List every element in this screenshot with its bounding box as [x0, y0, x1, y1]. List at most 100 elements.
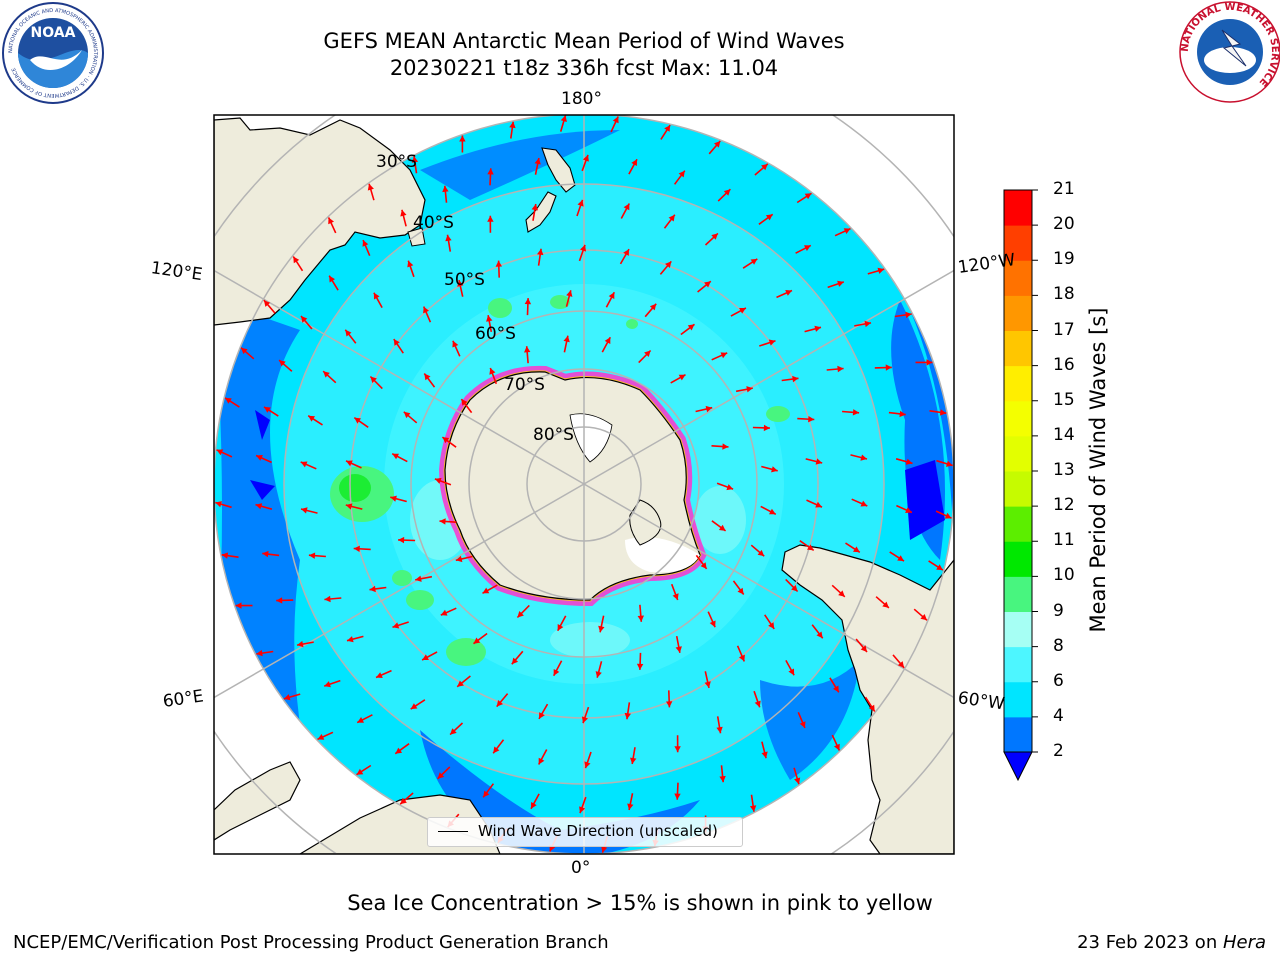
wind-arrow-head: [524, 298, 532, 305]
wind-arrow-head: [623, 249, 629, 256]
wind-arrow-head: [757, 549, 765, 557]
colorbar-tick-label: 19: [1053, 249, 1075, 270]
wind-arrow-head: [329, 275, 335, 283]
wind-arrow-head: [630, 757, 637, 764]
wind-arrow-head: [719, 775, 726, 783]
wind-arrow-head: [411, 156, 419, 163]
wind-arrow-head: [324, 681, 331, 688]
wind-arrow-head: [241, 347, 248, 354]
colorbar-segment: [1004, 681, 1032, 718]
wind-arrow-head: [216, 449, 224, 456]
wind-arrow-head: [860, 645, 867, 652]
wind-arrow-head: [215, 501, 222, 508]
colorbar-tick-label: 2: [1053, 741, 1064, 761]
wind-arrow-head: [511, 657, 519, 665]
lat-label-80s: 80°S: [533, 425, 574, 445]
wind-arrow-head: [537, 248, 544, 256]
wind-arrow-head: [885, 364, 892, 371]
wind-arrow-head: [553, 669, 560, 676]
wind-arrow-head: [398, 536, 405, 544]
map-area: [214, 115, 954, 854]
wind-arrow-head: [739, 654, 745, 662]
meridian-lines: [214, 115, 954, 854]
colorbar-segment: [1004, 400, 1032, 437]
wind-arrow-head: [407, 260, 414, 268]
colorbar-segment: [1004, 576, 1032, 612]
wind-arrow-head: [899, 410, 906, 418]
wind-arrow-head: [370, 376, 377, 383]
colorbar-segment: [1004, 541, 1032, 577]
wind-arrow-head: [843, 228, 851, 234]
wind-arrow-head: [483, 790, 490, 798]
colorbar-segment: [1004, 225, 1032, 261]
lat-label-40s: 40°S: [413, 213, 454, 233]
wind-arrow-head: [439, 518, 446, 525]
new-zealand-land: [541, 147, 576, 193]
wind-arrow-head: [221, 552, 229, 559]
wind-arrow-head: [675, 646, 682, 653]
colorbar-segment: [1004, 295, 1032, 331]
wind-arrow-head: [400, 209, 407, 217]
wind-arrow-head: [496, 700, 503, 707]
lat-label-60s: 60°S: [475, 324, 516, 344]
wind-arrow-head: [926, 359, 933, 366]
wind-arrow-head: [403, 411, 411, 419]
wind-arrow-head: [704, 281, 711, 288]
wind-arrow-head: [534, 158, 541, 165]
wind-arrow-head: [939, 409, 947, 416]
wind-arrow-head: [557, 624, 564, 631]
wind-arrow-head: [509, 121, 516, 129]
wind-arrow-head: [345, 329, 352, 337]
wind-arrow-head: [936, 564, 943, 571]
wind-arrow-head: [723, 189, 731, 196]
wind-arrow-head: [308, 552, 316, 559]
wind-arrow-head: [424, 373, 431, 381]
lat-label-30s: 30°S: [376, 152, 417, 172]
wind-arrow-head: [644, 350, 651, 357]
wind-arrow-head: [390, 495, 397, 502]
wind-arrow-head: [716, 726, 723, 734]
wind-arrow-head: [392, 453, 399, 460]
wind-arrow-head: [323, 371, 330, 378]
wind-arrow-head: [393, 339, 400, 346]
wind-arrow-head: [750, 258, 758, 265]
wind-arrow-head: [487, 168, 494, 175]
nws-logo: NATIONAL WEATHER SERVICE: [1179, 1, 1280, 103]
wind-arrow-head: [356, 768, 364, 775]
footer-date: 23 Feb 2023 on: [1077, 932, 1223, 953]
colorbar-segment: [1004, 330, 1032, 367]
wind-arrow-head: [362, 240, 369, 247]
colorbar-segment: [1004, 506, 1032, 542]
wind-arrow-head: [804, 245, 811, 251]
wind-arrow-head: [495, 260, 502, 267]
wind-arrow-head: [566, 290, 573, 297]
wind-arrow-head: [301, 507, 308, 514]
colorbar-segment: [1004, 435, 1032, 472]
colorbar-tick-label: 11: [1053, 530, 1075, 551]
wind-arrow-head: [489, 368, 496, 375]
wind-arrow-head: [834, 743, 840, 751]
wind-arrow-head: [300, 461, 308, 468]
colorbar-segment: [1004, 190, 1032, 226]
wind-arrow-head: [423, 306, 429, 314]
wind-arrow-head: [487, 215, 494, 222]
colorbar-tick-label: 4: [1053, 705, 1064, 726]
wind-arrow-head: [705, 405, 713, 413]
wind-arrow-head: [256, 455, 263, 461]
colorbar-tick-label: 6: [1053, 670, 1064, 691]
wind-arrow-head: [668, 214, 675, 222]
wind-arrow-head: [354, 417, 361, 424]
wind-arrow-head: [664, 125, 671, 132]
colorbar-tick-label: 21: [1053, 179, 1075, 199]
wind-arrow-head: [579, 806, 586, 814]
noaa-logo: NATIONAL OCEANIC AND ATMOSPHERIC ADMINIS…: [2, 2, 104, 104]
colorbar-tick-label: 20: [1053, 214, 1075, 235]
wind-arrow-head: [649, 303, 657, 311]
wind-arrow-head: [450, 728, 457, 735]
wind-arrow-head: [410, 703, 418, 710]
wind-arrow-head: [627, 803, 634, 810]
wind-arrow-head: [853, 546, 860, 553]
wind-arrow-head: [493, 746, 500, 754]
wind-arrow-head: [301, 316, 308, 323]
legend-line-swatch: [438, 831, 468, 832]
